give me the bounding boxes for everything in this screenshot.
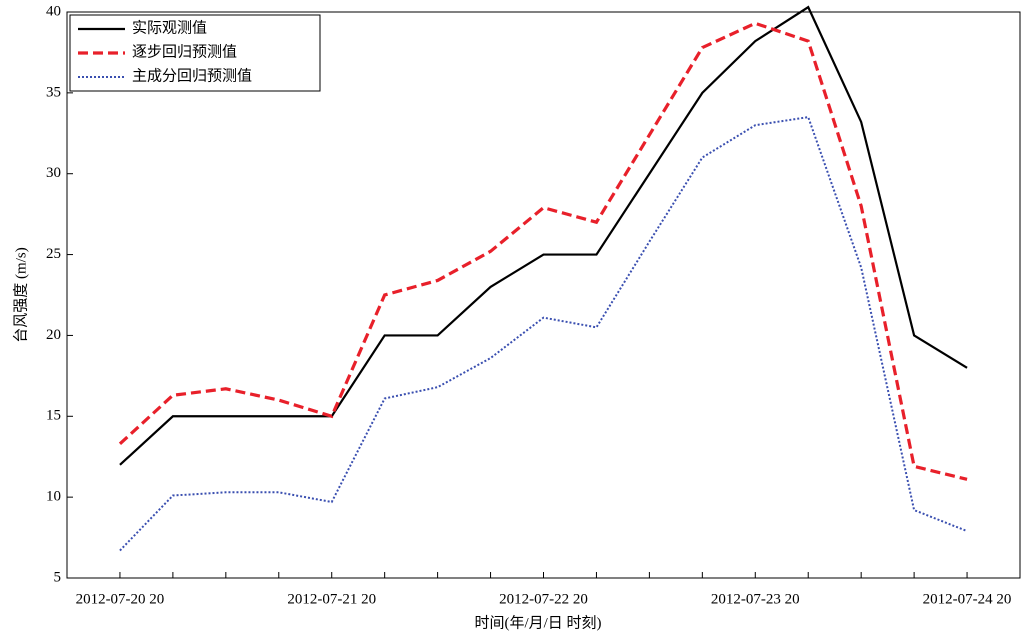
legend-label: 逐步回归预测值 [132,43,237,60]
legend-label: 主成分回归预测值 [132,67,252,84]
series-line [119,5,968,466]
y-axis-label: 台风强度 (m/s) [12,247,29,342]
y-tick-label: 30 [46,165,61,181]
y-tick-label: 25 [46,246,61,262]
legend-box [69,14,321,92]
legend-label: 实际观测值 [132,19,207,36]
x-tick-label: 2012-07-22 20 [499,591,588,607]
x-axis-label: 时间(年/月/日 时刻) [474,614,601,631]
y-tick-label: 40 [46,3,61,19]
x-tick-label: 2012-07-24 20 [923,591,1012,607]
y-tick-label: 35 [46,84,61,100]
y-tick-label: 15 [46,408,61,424]
x-tick-label: 2012-07-20 20 [76,591,165,607]
y-tick-label: 5 [54,569,62,585]
y-tick-label: 10 [46,489,61,505]
x-tick-label: 2012-07-21 20 [287,591,376,607]
x-tick-label: 2012-07-23 20 [711,591,800,607]
series-line [119,116,968,552]
series-line [118,21,968,481]
y-tick-label: 20 [46,327,61,343]
